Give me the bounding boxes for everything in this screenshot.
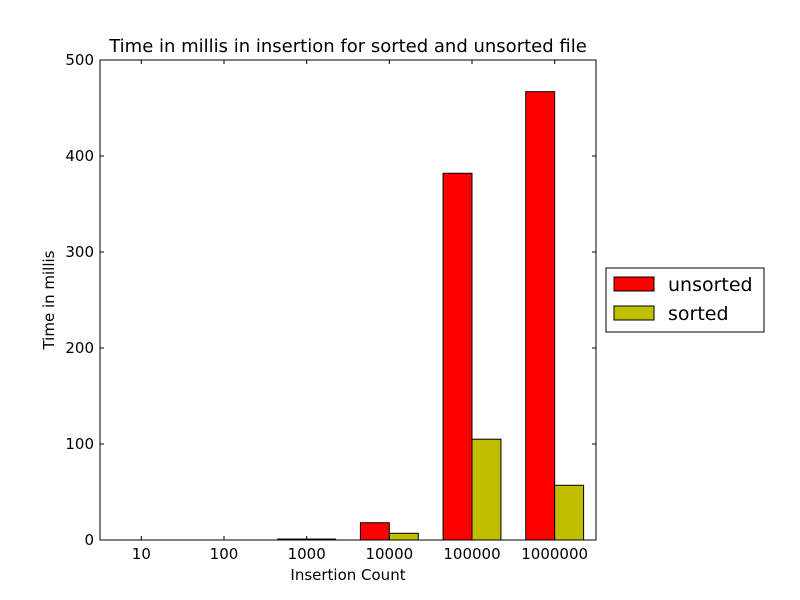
x-axis: 10 100 1000 10000 100000 1000000 [132,60,588,563]
y-tick-label: 400 [65,147,94,165]
bars-group [277,91,585,541]
chart-title: Time in millis in insertion for sorted a… [108,36,587,57]
bar-sorted-100000 [471,438,502,541]
x-tick-label: 10 [132,545,151,563]
bar-unsorted-1000000 [525,91,556,541]
x-tick-label: 10000 [365,545,413,563]
bar-unsorted-10000 [359,522,390,541]
x-tick-label: 1000 [288,545,326,563]
bar-sorted-1000000 [554,484,585,541]
y-tick-label: 500 [65,51,94,69]
legend-label-unsorted: unsorted [668,274,753,296]
plot-frame [99,59,597,541]
y-axis-label: Time in millis [40,250,58,350]
y-axis: 0 100 200 300 400 500 [65,51,596,549]
y-tick-label: 200 [65,339,94,357]
y-tick-label: 0 [84,531,94,549]
legend-label-sorted: sorted [668,303,729,325]
legend: unsorted sorted [605,267,765,333]
y-tick-label: 300 [65,243,94,261]
y-tick-label: 100 [65,435,94,453]
bar-sorted-10000 [388,532,419,541]
bar-unsorted-100000 [442,172,473,541]
x-tick-label: 1000000 [521,545,588,563]
legend-swatch-unsorted [613,276,655,292]
x-axis-label: Insertion Count [290,566,405,584]
x-tick-label: 100000 [443,545,500,563]
legend-swatch-sorted [613,305,655,321]
x-tick-label: 100 [210,545,239,563]
